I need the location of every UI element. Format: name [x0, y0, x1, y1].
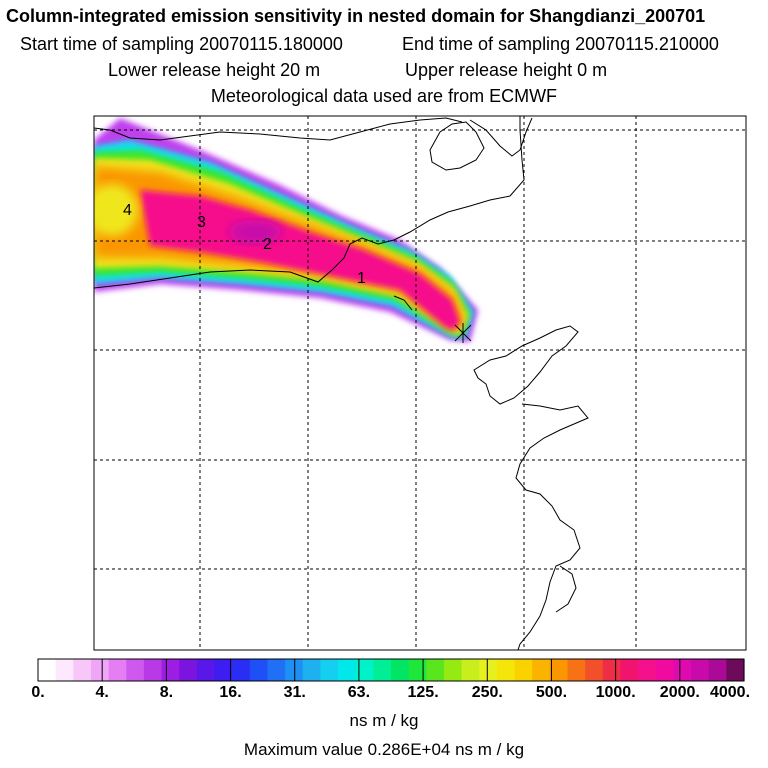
colorbar-tick-label: 4000.	[709, 684, 751, 701]
plume-core	[140, 190, 460, 330]
max-value-label: Maximum value 0.286E+04 ns m / kg	[243, 740, 525, 759]
colorbar-swatch	[602, 659, 622, 681]
colorbar-swatch	[673, 659, 692, 681]
met-data-label: Meteorological data used are from ECMWF	[210, 86, 558, 106]
colorbar-swatch	[496, 659, 516, 681]
colorbar-swatch	[514, 659, 533, 681]
units-label: ns m / kg	[349, 711, 419, 730]
colorbar-swatch	[479, 659, 498, 681]
colorbar-swatch	[214, 659, 233, 681]
colorbar-swatch	[267, 659, 286, 681]
map-grid	[94, 116, 746, 650]
contour-label-4: 4	[123, 202, 132, 219]
colorbar-swatch	[161, 659, 180, 681]
upper-release-label: Upper release height 0 m	[405, 60, 608, 80]
colorbar-tick-label: 250.	[471, 684, 503, 701]
start-time-label: Start time of sampling 20070115.180000	[20, 34, 343, 54]
colorbar-swatch	[249, 659, 269, 681]
plume-field	[94, 118, 478, 342]
colorbar-swatch	[285, 659, 304, 681]
colorbar-swatch	[338, 659, 357, 681]
plume-violet-core	[229, 220, 281, 244]
colorbar-swatch	[726, 659, 745, 681]
colorbar-swatch	[620, 659, 639, 681]
colorbar-swatch	[143, 659, 163, 681]
contour-label-2: 2	[263, 236, 272, 253]
colorbar-swatch	[443, 659, 463, 681]
colorbar-tick-label: 31.	[283, 684, 306, 701]
colorbar-tick-label: 125.	[407, 684, 439, 701]
colorbar-swatch	[126, 659, 145, 681]
colorbar-swatch	[302, 659, 321, 681]
colorbar-tick-label: 1000.	[595, 684, 636, 701]
colorbar-swatch	[391, 659, 410, 681]
plot-title: Column-integrated emission sensitivity i…	[6, 6, 706, 26]
colorbar-swatch	[567, 659, 586, 681]
sampling-times: Start time of sampling 20070115.180000 E…	[20, 34, 768, 55]
colorbar-swatch	[108, 659, 127, 681]
lower-release-label: Lower release height 20 m	[108, 60, 321, 80]
colorbar-swatch	[461, 659, 480, 681]
colorbar-swatch	[532, 659, 551, 681]
colorbar-tick-label: 8.	[159, 684, 174, 701]
coastlines	[94, 116, 589, 650]
colorbar-swatch	[55, 659, 74, 681]
colorbar-swatch	[655, 659, 674, 681]
plume-yellow-blob	[94, 184, 138, 236]
colorbar-swatch	[691, 659, 710, 681]
colorbar-swatch	[73, 659, 92, 681]
colorbar-tick-label: 63.	[347, 684, 371, 701]
colorbar-swatch	[179, 659, 198, 681]
colorbar-tick-label: 16.	[219, 684, 242, 701]
colorbar-swatch	[585, 659, 604, 681]
colorbar-swatch	[355, 659, 374, 681]
end-time-label: End time of sampling 20070115.210000	[402, 34, 719, 54]
colorbar-frame	[37, 658, 745, 682]
colorbar-swatch	[38, 659, 57, 681]
colorbar-swatch	[638, 659, 657, 681]
colorbar-swatch	[549, 659, 569, 681]
colorbar-tick-label: 4.	[95, 684, 109, 701]
colorbar-swatch	[196, 659, 216, 681]
contour-label-1: 1	[357, 270, 366, 287]
colorbar-swatch	[408, 659, 427, 681]
colorbar-swatch	[320, 659, 339, 681]
colorbar	[37, 659, 745, 681]
colorbar-swatch	[373, 659, 392, 681]
colorbar-swatch	[232, 659, 251, 681]
receptor-marker	[454, 323, 472, 343]
colorbar-tick-label: 500.	[535, 684, 568, 701]
colorbar-tick-label: 0.	[31, 684, 45, 701]
map-frame	[93, 115, 747, 651]
colorbar-swatch	[708, 659, 727, 681]
contour-label-3: 3	[197, 214, 206, 231]
colorbar-swatch	[90, 659, 110, 681]
colorbar-swatch	[426, 659, 445, 681]
colorbar-tick-label: 2000.	[659, 684, 700, 701]
